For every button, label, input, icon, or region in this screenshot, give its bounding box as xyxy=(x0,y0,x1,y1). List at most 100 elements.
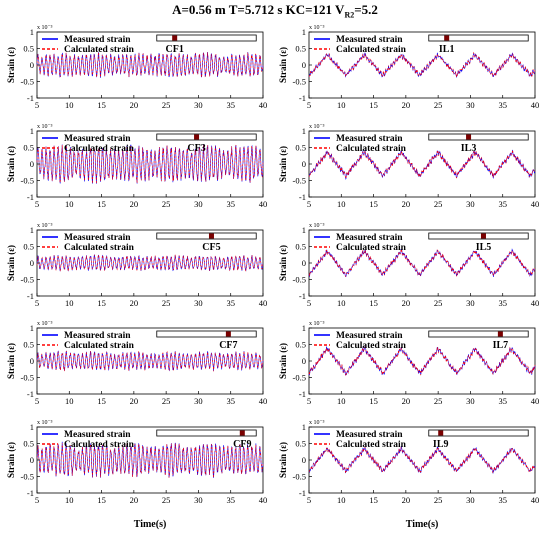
x-tick-label-CF1-40: 40 xyxy=(259,100,268,110)
y-tick-label-IL9-0: -1 xyxy=(299,488,306,498)
y-tick-label-IL3-0: -1 xyxy=(299,192,306,202)
y-tick-label-IL5-4: 1 xyxy=(302,225,306,235)
x-tick-label-CF7-15: 15 xyxy=(97,396,106,406)
series-calculated-CF7 xyxy=(36,350,264,372)
y-tick-label-CF1-0: -1 xyxy=(27,93,34,103)
x-tick-label-CF1-15: 15 xyxy=(97,100,106,110)
series-calculated-CF9 xyxy=(36,443,264,478)
series-calculated-CF5 xyxy=(36,254,264,272)
x-tick-label-IL9-30: 30 xyxy=(466,495,475,505)
legend-label-measured-IL5: Measured strain xyxy=(336,233,403,243)
y-axis-label-CF7: Strain (ε) xyxy=(6,343,16,379)
x-tick-label-IL3-15: 15 xyxy=(369,199,378,209)
y-tick-label-IL9-4: 1 xyxy=(302,422,306,432)
x-tick-label-CF7-20: 20 xyxy=(130,396,139,406)
y-tick-label-CF3-3: 0.5 xyxy=(23,143,34,153)
x-tick-label-IL7-35: 35 xyxy=(498,396,507,406)
series-calculated-IL9 xyxy=(308,446,536,474)
series-calculated-IL5 xyxy=(308,249,536,277)
series-calculated-CF3 xyxy=(36,144,264,184)
x-tick-label-IL5-15: 15 xyxy=(369,298,378,308)
y-tick-label-CF7-0: -1 xyxy=(27,389,34,399)
x-tick-label-IL3-20: 20 xyxy=(402,199,411,209)
sensor-marker-CF1 xyxy=(172,35,178,41)
legend-label-calculated-IL1: Calculated strain xyxy=(336,45,407,55)
y-tick-label-CF5-4: 1 xyxy=(30,225,34,235)
panel-IL1: 5 10 15 20 25 30 35 40 -1 -0.5 0 0.5 1 x 10⁻³ Strain (… xyxy=(278,25,539,110)
title-main: A=0.56 m T=5.712 s KC=121 V xyxy=(172,2,345,17)
x-tick-label-CF1-25: 25 xyxy=(162,100,171,110)
legend-label-measured-CF5: Measured strain xyxy=(64,233,131,243)
series-measured-IL1 xyxy=(308,52,536,78)
y-tick-label-IL1-0: -1 xyxy=(299,93,306,103)
sensor-marker-IL3 xyxy=(466,134,472,140)
x-tick-label-IL7-15: 15 xyxy=(369,396,378,406)
x-tick-label-CF7-30: 30 xyxy=(194,396,203,406)
x-tick-label-CF5-5: 5 xyxy=(35,298,39,308)
y-tick-label-CF7-4: 1 xyxy=(30,323,34,333)
x-tick-label-IL3-10: 10 xyxy=(337,199,346,209)
x-tick-label-CF9-35: 35 xyxy=(226,495,235,505)
y-multiplier-CF3: x 10⁻³ xyxy=(37,124,53,130)
cylinder-schematic-IL5 xyxy=(428,232,529,240)
x-tick-label-IL7-5: 5 xyxy=(307,396,311,406)
y-tick-label-CF9-0: -1 xyxy=(27,488,34,498)
sensor-label-IL3: IL3 xyxy=(461,143,477,154)
legend-label-calculated-CF5: Calculated strain xyxy=(64,243,135,253)
cylinder-schematic-IL3 xyxy=(428,133,529,141)
y-axis-label-IL7: Strain (ε) xyxy=(278,343,288,379)
x-tick-label-IL9-40: 40 xyxy=(531,495,540,505)
y-tick-label-IL3-1: -0.5 xyxy=(293,176,306,186)
x-tick-label-IL3-40: 40 xyxy=(531,199,540,209)
sensor-label-CF1: CF1 xyxy=(166,44,184,55)
y-tick-label-CF1-2: 0 xyxy=(30,60,34,70)
y-tick-label-IL7-2: 0 xyxy=(302,356,306,366)
x-tick-label-CF9-30: 30 xyxy=(194,495,203,505)
x-tick-label-IL5-10: 10 xyxy=(337,298,346,308)
y-tick-label-CF9-1: -0.5 xyxy=(21,472,34,482)
y-tick-label-IL7-3: 0.5 xyxy=(295,340,306,350)
sensor-marker-IL1 xyxy=(444,35,450,41)
panel-CF5: 5 10 15 20 25 30 35 40 -1 -0.5 0 0.5 1 x 10⁻³ Strain (… xyxy=(6,223,267,308)
x-tick-label-IL5-25: 25 xyxy=(434,298,443,308)
y-tick-label-IL7-0: -1 xyxy=(299,389,306,399)
x-tick-label-CF5-40: 40 xyxy=(259,298,268,308)
y-axis-label-IL1: Strain (ε) xyxy=(278,47,288,83)
legend-label-measured-CF1: Measured strain xyxy=(64,35,131,45)
x-tick-label-IL5-20: 20 xyxy=(402,298,411,308)
panel-IL5: 5 10 15 20 25 30 35 40 -1 -0.5 0 0.5 1 x 10⁻³ Strain (… xyxy=(278,223,539,308)
legend-label-calculated-IL9: Calculated strain xyxy=(336,440,407,450)
y-tick-label-CF3-4: 1 xyxy=(30,126,34,136)
y-axis-label-IL3: Strain (ε) xyxy=(278,146,288,182)
x-tick-label-IL7-25: 25 xyxy=(434,396,443,406)
y-tick-label-CF3-2: 0 xyxy=(30,159,34,169)
y-tick-label-CF7-3: 0.5 xyxy=(23,340,34,350)
x-tick-label-CF7-35: 35 xyxy=(226,396,235,406)
x-tick-label-IL5-5: 5 xyxy=(307,298,311,308)
sensor-marker-IL9 xyxy=(438,430,444,436)
x-tick-label-IL5-30: 30 xyxy=(466,298,475,308)
x-tick-label-IL3-30: 30 xyxy=(466,199,475,209)
legend-label-calculated-CF7: Calculated strain xyxy=(64,341,135,351)
panel-IL7: 5 10 15 20 25 30 35 40 -1 -0.5 0 0.5 1 x 10⁻³ Strain (… xyxy=(278,321,539,406)
x-tick-label-IL1-35: 35 xyxy=(498,100,507,110)
legend-label-calculated-CF3: Calculated strain xyxy=(64,144,135,154)
cylinder-schematic-CF7 xyxy=(156,330,257,338)
panel-CF7: 5 10 15 20 25 30 35 40 -1 -0.5 0 0.5 1 x 10⁻³ Strain (… xyxy=(6,321,267,406)
sensor-label-CF3: CF3 xyxy=(187,143,205,154)
x-tick-label-IL1-40: 40 xyxy=(531,100,540,110)
y-tick-label-IL7-1: -0.5 xyxy=(293,373,306,383)
y-tick-label-CF5-1: -0.5 xyxy=(21,275,34,285)
x-tick-label-IL5-35: 35 xyxy=(498,298,507,308)
x-tick-label-CF9-10: 10 xyxy=(65,495,74,505)
x-tick-label-CF9-25: 25 xyxy=(162,495,171,505)
x-tick-label-CF7-5: 5 xyxy=(35,396,39,406)
x-tick-label-CF1-10: 10 xyxy=(65,100,74,110)
y-tick-label-IL1-2: 0 xyxy=(302,60,306,70)
y-tick-label-IL7-4: 1 xyxy=(302,323,306,333)
cylinder-schematic-CF3 xyxy=(156,133,257,141)
x-tick-label-IL1-15: 15 xyxy=(369,100,378,110)
y-axis-label-IL9: Strain (ε) xyxy=(278,442,288,478)
y-multiplier-CF7: x 10⁻³ xyxy=(37,321,53,327)
series-measured-CF5 xyxy=(36,254,264,272)
